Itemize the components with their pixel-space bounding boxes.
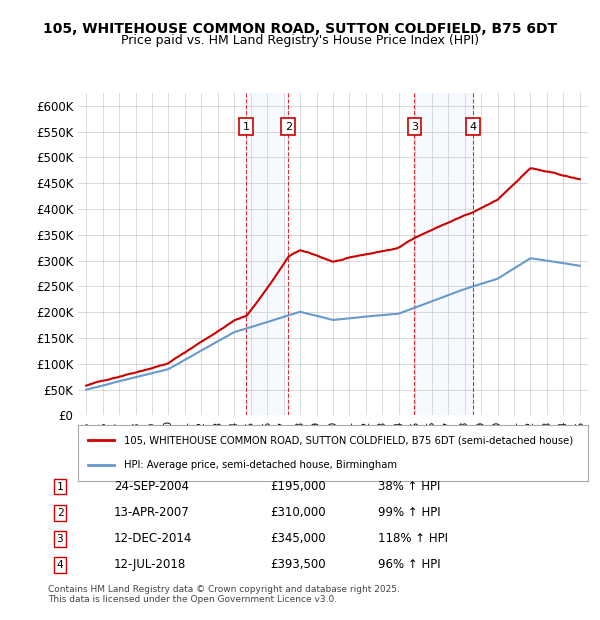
Bar [246,93,288,415]
Text: Price paid vs. HM Land Registry's House Price Index (HPI): Price paid vs. HM Land Registry's House … [121,34,479,47]
Text: 2: 2 [284,122,292,131]
Text: 12-DEC-2014: 12-DEC-2014 [114,533,193,545]
Text: Contains HM Land Registry data © Crown copyright and database right 2025.
This d: Contains HM Land Registry data © Crown c… [48,585,400,604]
Text: 96% ↑ HPI: 96% ↑ HPI [378,559,440,571]
Text: 105, WHITEHOUSE COMMON ROAD, SUTTON COLDFIELD, B75 6DT (semi-detached house): 105, WHITEHOUSE COMMON ROAD, SUTTON COLD… [124,435,573,445]
Text: £310,000: £310,000 [270,507,326,519]
Text: £345,000: £345,000 [270,533,326,545]
Text: 3: 3 [411,122,418,131]
Text: 24-SEP-2004: 24-SEP-2004 [114,480,189,493]
Text: 105, WHITEHOUSE COMMON ROAD, SUTTON COLDFIELD, B75 6DT: 105, WHITEHOUSE COMMON ROAD, SUTTON COLD… [43,22,557,36]
Text: 12-JUL-2018: 12-JUL-2018 [114,559,186,571]
Text: HPI: Average price, semi-detached house, Birmingham: HPI: Average price, semi-detached house,… [124,460,397,470]
Text: 13-APR-2007: 13-APR-2007 [114,507,190,519]
Text: 38% ↑ HPI: 38% ↑ HPI [378,480,440,493]
Text: 99% ↑ HPI: 99% ↑ HPI [378,507,440,519]
Text: £393,500: £393,500 [270,559,326,571]
Text: 4: 4 [470,122,477,131]
Bar [415,93,473,415]
Text: £195,000: £195,000 [270,480,326,493]
Text: 1: 1 [56,482,64,492]
Text: 1: 1 [243,122,250,131]
Text: 3: 3 [56,534,64,544]
Text: 2: 2 [56,508,64,518]
Text: 118% ↑ HPI: 118% ↑ HPI [378,533,448,545]
Text: 4: 4 [56,560,64,570]
